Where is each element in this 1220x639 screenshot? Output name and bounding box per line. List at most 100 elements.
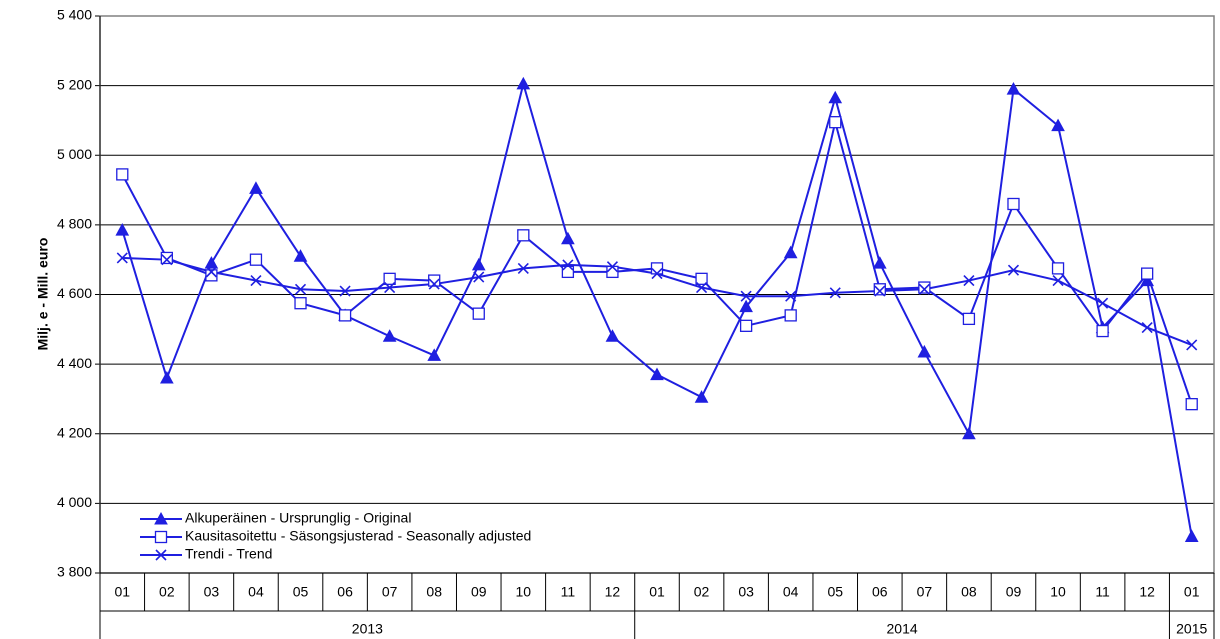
point-marker	[784, 309, 797, 322]
point-marker	[740, 290, 752, 302]
y-tick-label: 4 000	[57, 494, 92, 510]
point-marker	[963, 275, 975, 287]
point-marker	[962, 312, 976, 326]
point-marker	[249, 181, 263, 194]
x-tick-label: 03	[204, 584, 220, 600]
point-marker	[428, 274, 441, 287]
year-label: 2014	[887, 621, 918, 637]
point-marker	[650, 262, 664, 275]
point-marker	[517, 262, 529, 274]
point-marker	[739, 319, 753, 332]
point-marker	[1184, 529, 1199, 542]
y-tick-label: 4 800	[57, 216, 92, 232]
y-tick-label: 5 200	[57, 76, 92, 92]
point-marker	[651, 268, 663, 280]
x-tick-label: 10	[516, 584, 532, 600]
x-tick-label: 01	[649, 584, 665, 600]
point-marker	[872, 256, 887, 269]
point-marker	[205, 269, 218, 282]
legend-label: Trendi - Trend	[185, 546, 272, 562]
point-marker	[1007, 197, 1020, 211]
point-marker	[695, 272, 708, 285]
x-tick-label: 07	[917, 584, 933, 600]
x-tick-label: 02	[159, 584, 175, 600]
point-marker	[1052, 275, 1064, 287]
legend-marker	[155, 549, 167, 561]
point-marker	[605, 329, 620, 342]
x-tick-label: 09	[1006, 584, 1022, 600]
point-marker	[561, 265, 575, 279]
point-marker	[1051, 262, 1065, 275]
point-marker	[160, 251, 173, 265]
point-marker	[918, 283, 930, 295]
x-tick-label: 02	[694, 584, 710, 600]
x-tick-label: 06	[337, 584, 353, 600]
point-marker	[1006, 82, 1021, 95]
point-marker	[293, 249, 308, 262]
point-marker	[694, 390, 709, 403]
x-tick-label: 12	[1139, 584, 1155, 600]
point-marker	[382, 329, 397, 342]
x-tick-label: 08	[426, 584, 442, 600]
point-marker	[471, 257, 486, 271]
point-marker	[1007, 264, 1020, 276]
x-tick-label: 01	[1184, 584, 1200, 600]
x-tick-label: 05	[827, 584, 843, 600]
point-marker	[962, 426, 976, 440]
point-marker	[873, 283, 886, 296]
point-marker	[383, 272, 396, 285]
point-marker	[161, 254, 173, 266]
legend-label: Kausitasoitettu - Säsongsjusterad - Seas…	[185, 528, 531, 544]
x-tick-label: 10	[1050, 584, 1066, 600]
point-marker	[517, 229, 530, 242]
y-tick-label: 5 400	[57, 7, 92, 23]
x-tick-label: 04	[248, 584, 264, 600]
point-marker	[874, 285, 886, 297]
y-tick-label: 4 400	[57, 355, 92, 371]
legend-marker	[154, 530, 168, 544]
year-label: 2013	[352, 621, 383, 637]
point-marker	[1140, 273, 1155, 287]
x-tick-label: 03	[738, 584, 754, 600]
year-label: 2015	[1176, 621, 1207, 637]
point-marker	[561, 231, 575, 245]
point-marker	[204, 256, 219, 269]
legend-marker	[154, 511, 168, 525]
x-tick-label: 05	[293, 584, 309, 600]
y-tick-label: 4 600	[57, 285, 92, 301]
point-marker	[116, 252, 128, 264]
point-marker	[650, 367, 664, 381]
point-marker	[562, 259, 574, 271]
legend-label: Alkuperäinen - Ursprunglig - Original	[185, 510, 411, 526]
point-marker	[294, 283, 307, 295]
point-marker	[1097, 297, 1109, 309]
point-marker	[472, 307, 485, 320]
x-tick-label: 07	[382, 584, 398, 600]
point-marker	[516, 76, 531, 90]
y-tick-label: 4 200	[57, 424, 92, 440]
y-axis-label: Milj. e - Mill. euro	[35, 238, 51, 351]
point-marker	[783, 245, 798, 259]
point-marker	[829, 116, 842, 129]
point-marker	[1186, 339, 1198, 351]
point-marker	[473, 271, 485, 283]
point-marker	[739, 299, 753, 313]
point-marker	[785, 290, 797, 302]
point-marker	[294, 297, 307, 310]
point-marker	[250, 275, 262, 287]
x-tick-label: 11	[1095, 584, 1110, 600]
point-marker	[606, 261, 619, 273]
point-marker	[116, 168, 129, 181]
point-marker	[384, 281, 396, 294]
point-marker	[159, 371, 174, 384]
point-marker	[1141, 322, 1153, 334]
point-marker	[338, 309, 352, 322]
point-marker	[918, 281, 931, 294]
point-marker	[829, 287, 841, 299]
point-marker	[339, 285, 351, 297]
point-marker	[917, 344, 932, 358]
y-tick-label: 5 000	[57, 146, 92, 162]
point-marker	[828, 90, 843, 104]
point-marker	[427, 348, 442, 361]
